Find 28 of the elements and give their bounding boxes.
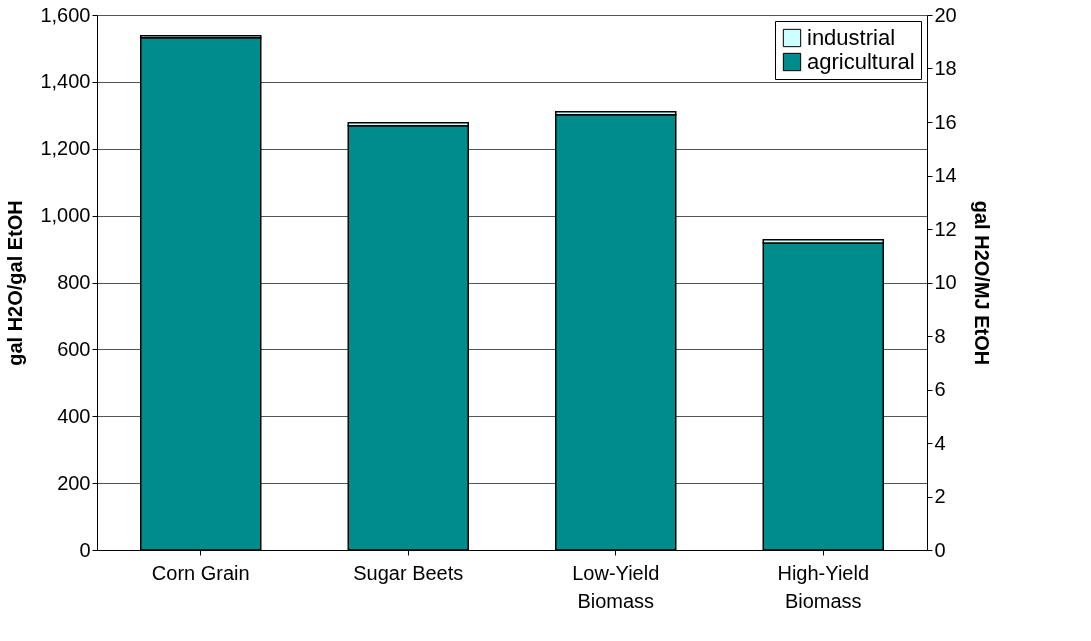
y-tick-label: 1,600 xyxy=(40,3,91,26)
y-tick-label: 800 xyxy=(57,271,91,293)
y-tick-label: 1,000 xyxy=(40,204,91,227)
y2-tick-label: 6 xyxy=(934,378,946,400)
x-tick-label: High-Yield Biomass xyxy=(777,561,870,612)
y-tick-label: 1,400 xyxy=(40,70,91,93)
legend-label: industrial xyxy=(807,25,896,50)
y2-tick-label: 12 xyxy=(934,217,957,240)
y2-tick-label: 2 xyxy=(934,485,946,507)
x-tick-label: Sugar Beets xyxy=(353,561,464,584)
y-axis-title: gal H2O/gal EtOH xyxy=(4,200,27,366)
y2-tick-label: 18 xyxy=(934,57,957,79)
y2-tick-label: 20 xyxy=(934,3,957,26)
y-tick-label: 400 xyxy=(57,404,91,427)
y-tick-label: 0 xyxy=(79,538,91,561)
y-tick-label: 200 xyxy=(57,471,91,494)
y-tick-label: 1,200 xyxy=(40,137,91,160)
y2-tick-label: 14 xyxy=(934,164,957,186)
y-tick-label: 600 xyxy=(57,337,91,360)
legend-label: agricultural xyxy=(807,49,915,74)
x-tick-label: Low-Yield Biomass xyxy=(572,561,660,612)
y2-tick-label: 0 xyxy=(934,538,946,561)
x-tick-label: Corn Grain xyxy=(151,561,250,584)
y2-axis-title: gal H2O/MJ EtOH xyxy=(970,200,993,366)
y2-tick-label: 16 xyxy=(934,110,957,133)
y2-tick-label: 10 xyxy=(934,271,957,293)
y2-tick-label: 8 xyxy=(934,324,946,347)
y2-tick-label: 4 xyxy=(934,431,946,454)
